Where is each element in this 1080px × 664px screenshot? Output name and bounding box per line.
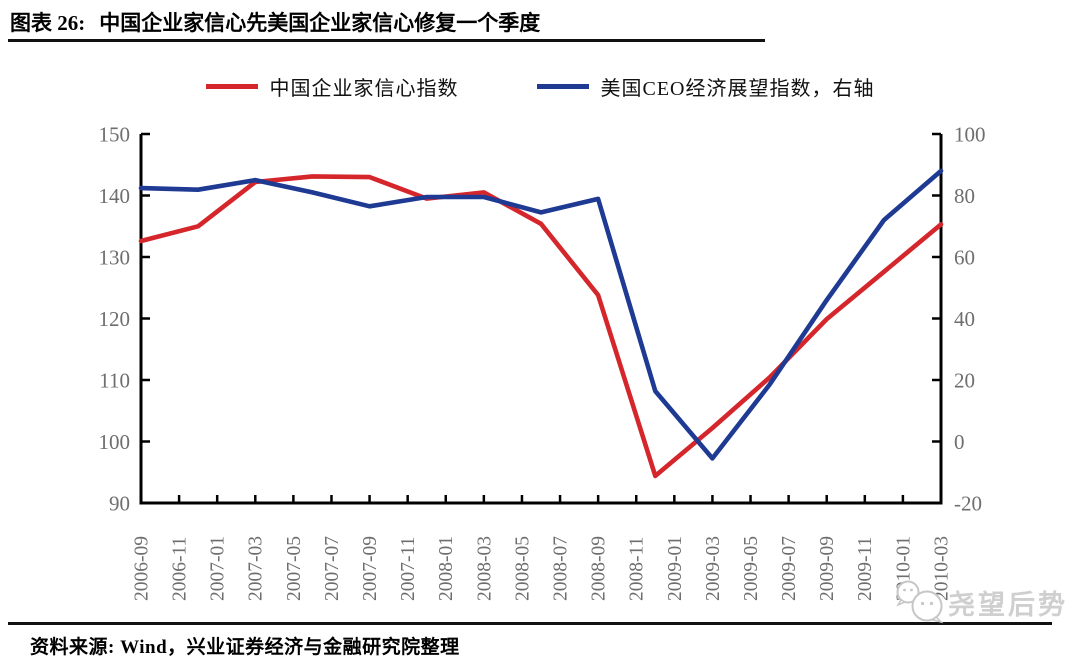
y-tick-label-left: 150 <box>99 122 131 146</box>
legend-swatch-china <box>205 84 258 89</box>
y-tick-label-right: 80 <box>954 184 975 208</box>
legend-label-us-ceo: 美国CEO经济展望指数，右轴 <box>600 78 875 100</box>
footer-separator <box>8 622 1052 625</box>
y-tick-label-left: 110 <box>99 368 130 392</box>
x-tick-label: 2010-03 <box>931 536 952 601</box>
x-tick-label: 2008-03 <box>474 536 495 601</box>
x-tick-label: 2006-09 <box>131 536 152 601</box>
series-line-china-confidence <box>138 174 944 479</box>
x-tick-label: 2006-11 <box>170 537 191 601</box>
x-tick-label: 2007-01 <box>208 536 229 601</box>
legend-item-china: 中国企业家信心指数 <box>205 72 459 101</box>
figure-number-label: 图表 26: <box>10 11 86 35</box>
y-tick-label-left: 120 <box>99 307 131 331</box>
x-tick-label: 2008-01 <box>436 536 457 601</box>
source-note: 资料来源: Wind，兴业证券经济与金融研究院整理 <box>30 637 460 658</box>
x-tick-label: 2009-05 <box>741 536 762 601</box>
watermark-text: 尧望后势 <box>948 589 1068 620</box>
y-tick-label-right: -20 <box>954 491 982 515</box>
y-tick-label-right: 0 <box>954 430 965 454</box>
y-tick-label-right: 60 <box>954 245 975 269</box>
x-tick-label: 2007-07 <box>322 536 343 601</box>
x-tick-label: 2009-03 <box>703 536 724 601</box>
y-tick-label-left: 90 <box>109 491 130 515</box>
wechat-bubbles-icon <box>896 580 944 624</box>
x-tick-label: 2008-09 <box>589 536 610 601</box>
x-tick-label: 2007-05 <box>284 536 305 601</box>
y-tick-label-left: 130 <box>99 245 131 269</box>
legend-label-china: 中国企业家信心指数 <box>269 78 459 100</box>
x-tick-label: 2008-07 <box>550 536 571 601</box>
y-tick-label-right: 20 <box>954 368 975 392</box>
y-tick-label-right: 40 <box>954 307 975 331</box>
x-tick-label: 2009-09 <box>817 536 838 601</box>
x-tick-label: 2007-03 <box>246 536 267 601</box>
legend-item-us-ceo: 美国CEO经济展望指数，右轴 <box>536 72 875 101</box>
figure-title-text: 中国企业家信心先美国企业家信心修复一个季度 <box>99 11 541 35</box>
figure-title: 图表 26: 中国企业家信心先美国企业家信心修复一个季度 <box>10 7 540 37</box>
y-tick-label-right: 100 <box>954 122 986 146</box>
x-tick-label: 2007-11 <box>398 537 419 601</box>
y-tick-label-left: 140 <box>99 184 131 208</box>
x-tick-label: 2007-09 <box>360 536 381 601</box>
title-underline <box>8 39 765 42</box>
x-tick-label: 2009-01 <box>665 536 686 601</box>
series-line-us-ceo-outlook <box>138 168 944 461</box>
watermark: 尧望后势 <box>892 578 1068 626</box>
y-tick-label-left: 100 <box>99 430 131 454</box>
x-tick-label: 2009-07 <box>779 536 800 601</box>
x-tick-label: 2008-05 <box>512 536 533 601</box>
chart-legend: 中国企业家信心指数 美国CEO经济展望指数，右轴 <box>0 72 1080 101</box>
x-tick-label: 2009-11 <box>855 537 876 601</box>
x-tick-label: 2008-11 <box>627 537 648 601</box>
legend-swatch-us-ceo <box>536 84 589 89</box>
